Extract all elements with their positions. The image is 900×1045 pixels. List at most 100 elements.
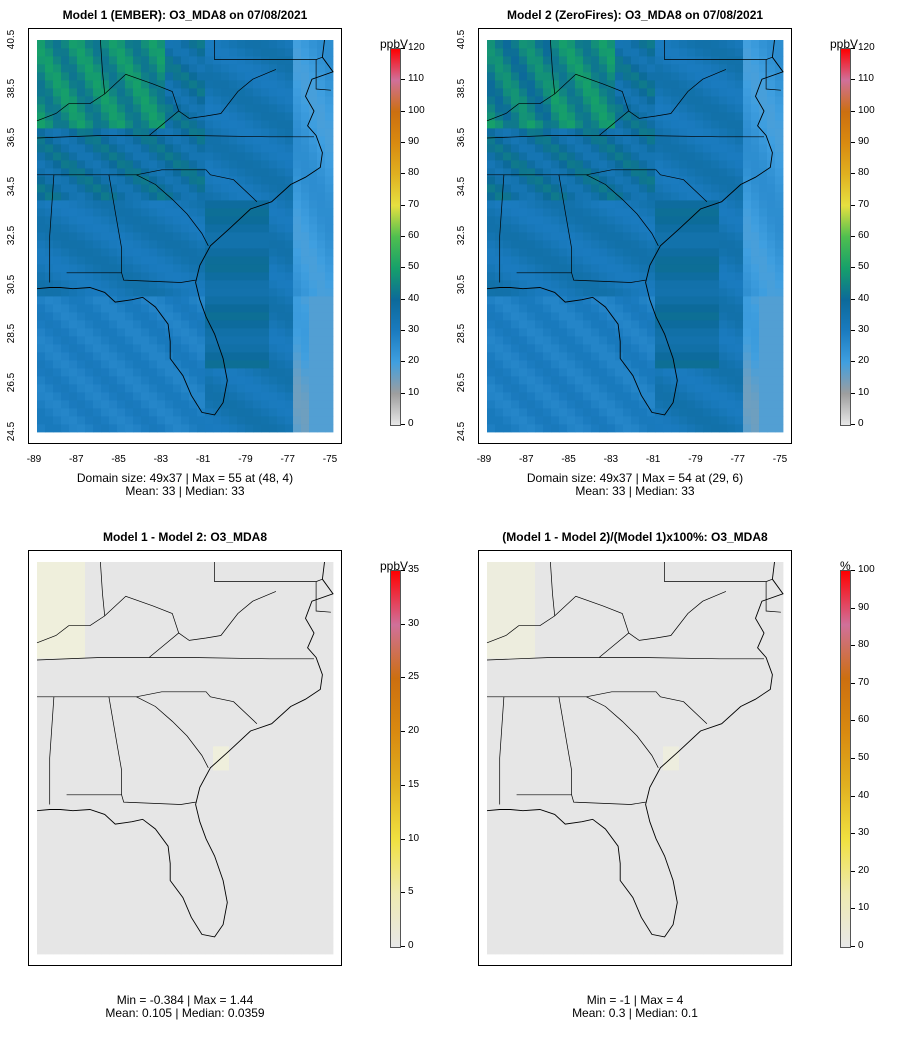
y-tick-label: 32.5 [6, 225, 18, 246]
colorbar-tick-label: 50 [858, 261, 870, 273]
state-boundary [664, 562, 773, 582]
colorbar-tick-mark [401, 946, 405, 947]
heatmap-cells [487, 40, 784, 433]
x-tick-label: -77 [280, 454, 295, 465]
colorbar-tick-label: 10 [858, 386, 870, 398]
colorbar-tick-label: 120 [858, 42, 875, 53]
colorbar-unit-label: % [840, 559, 851, 573]
state-boundary [516, 794, 646, 805]
y-tick-label: 36.5 [6, 127, 18, 148]
heatmap-cells [487, 562, 784, 955]
colorbar-tick-mark [401, 838, 405, 840]
colorbar-tick-mark [851, 424, 855, 425]
y-tick-label: 40.5 [6, 29, 18, 50]
x-tick-label: -85 [561, 454, 576, 465]
x-tick-label: -87 [519, 454, 534, 465]
state-boundary [664, 40, 773, 60]
y-tick-label: 26.5 [6, 372, 18, 393]
state-boundary [108, 696, 122, 795]
colorbar-tick-mark [401, 424, 405, 425]
x-tick-label: -77 [730, 454, 745, 465]
state-boundary [100, 561, 106, 616]
colorbar-tick-mark [851, 236, 855, 237]
colorbar-tick-mark [851, 833, 855, 835]
colorbar-tick-mark [401, 173, 405, 175]
state-boundary [586, 174, 659, 246]
colorbar-tick-mark [851, 142, 855, 143]
state-boundary [550, 39, 556, 94]
y-tick-label: 40.5 [456, 29, 468, 50]
colorbar-tick-mark [401, 392, 405, 394]
state-boundary [66, 794, 196, 805]
colorbar-tick-mark [851, 870, 855, 872]
colorbar-tick-mark [401, 110, 405, 112]
x-tick-label: -79 [688, 454, 703, 465]
colorbar-tick-mark [851, 173, 855, 175]
y-tick-label: 38.5 [6, 78, 18, 99]
colorbar-tick-label: 100 [408, 104, 425, 116]
x-tick-label: -83 [153, 454, 169, 465]
stats-line-1: Min = -1 | Max = 4 [586, 993, 684, 1007]
coastline [36, 39, 334, 416]
state-boundary [487, 691, 708, 724]
x-tick-label: -81 [195, 454, 211, 465]
map-svg [486, 39, 784, 433]
x-tick-label: -85 [111, 454, 126, 465]
x-tick-label: -75 [772, 454, 788, 465]
state-boundary [765, 59, 781, 91]
state-boundary [148, 69, 277, 136]
state-boundary [36, 595, 180, 644]
colorbar-tick-label: 20 [858, 864, 870, 876]
colorbar-unit-label: ppbV [380, 37, 409, 51]
x-tick-label: -89 [476, 454, 492, 465]
panel-title: Model 1 (EMBER): O3_MDA8 on 07/08/2021 [62, 8, 308, 22]
colorbar-tick-mark [401, 142, 405, 143]
colorbar-tick-mark [851, 110, 855, 112]
y-tick-label: 28.5 [456, 323, 468, 344]
coastline [486, 561, 784, 938]
map-plot-area [28, 28, 342, 444]
state-boundary [136, 696, 209, 768]
state-boundary [214, 40, 323, 60]
colorbar-tick-label: 110 [408, 73, 424, 85]
colorbar-unit-label: ppbV [380, 559, 409, 573]
colorbar-tick-label: 30 [408, 324, 420, 335]
map-plot-area [28, 550, 342, 966]
map-plot-area [478, 550, 792, 966]
stats-line-1: Domain size: 49x37 | Max = 54 at (29, 6) [526, 471, 744, 485]
colorbar-tick-label: 60 [858, 714, 870, 726]
heatmap-cells [37, 562, 334, 955]
colorbar-tick-label: 120 [408, 42, 425, 53]
colorbar-tick-label: 25 [408, 671, 420, 683]
colorbar-tick-label: 80 [408, 167, 420, 179]
colorbar-tick-label: 5 [408, 886, 414, 898]
state-boundary [486, 595, 630, 644]
y-tick-label: 32.5 [456, 225, 468, 246]
state-boundary [100, 39, 106, 94]
colorbar-tick-mark [851, 720, 855, 722]
state-boundary [108, 174, 122, 273]
coastline [486, 39, 784, 416]
coastline [36, 561, 334, 938]
colorbar [840, 570, 851, 948]
map-svg [36, 39, 334, 433]
state-boundary [598, 69, 727, 136]
state-boundary [499, 174, 505, 283]
colorbar-tick-mark [401, 267, 405, 269]
colorbar-tick-mark [401, 677, 405, 679]
map-svg [486, 561, 784, 955]
stats-line-2: Mean: 0.105 | Median: 0.0359 [105, 1006, 265, 1020]
colorbar [390, 48, 401, 426]
x-tick-label: -83 [603, 454, 619, 465]
colorbar-tick-mark [851, 795, 855, 797]
colorbar-tick-mark [851, 330, 855, 331]
colorbar-tick-mark [851, 298, 855, 300]
state-boundary [765, 581, 781, 613]
colorbar-tick-mark [401, 330, 405, 331]
y-tick-label: 30.5 [456, 274, 468, 295]
stats-line-2: Mean: 33 | Median: 33 [575, 484, 695, 498]
state-boundary [558, 696, 572, 795]
map-plot-area [478, 28, 792, 444]
colorbar-tick-mark [851, 79, 855, 81]
stats-line-1: Min = -0.384 | Max = 1.44 [116, 993, 254, 1007]
